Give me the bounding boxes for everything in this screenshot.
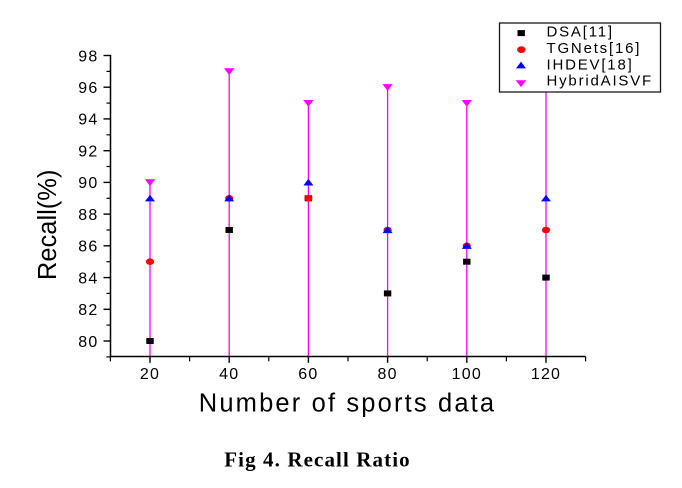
svg-text:88: 88 [78, 207, 98, 224]
svg-text:Number of sports data: Number of sports data [199, 390, 496, 418]
svg-text:98: 98 [78, 48, 98, 65]
svg-text:92: 92 [78, 144, 98, 161]
svg-text:20: 20 [140, 366, 160, 383]
svg-text:Fig 4. Recall Ratio: Fig 4. Recall Ratio [224, 448, 411, 472]
svg-text:IHDEV[18]: IHDEV[18] [547, 56, 634, 73]
svg-text:TGNets[16]: TGNets[16] [547, 40, 642, 57]
svg-text:94: 94 [78, 112, 98, 129]
svg-text:82: 82 [78, 302, 98, 319]
svg-text:86: 86 [78, 239, 98, 256]
svg-text:100: 100 [452, 366, 482, 383]
svg-text:120: 120 [531, 366, 561, 383]
svg-text:40: 40 [219, 366, 239, 383]
svg-text:84: 84 [78, 270, 98, 287]
svg-text:HybridAISVF: HybridAISVF [547, 73, 654, 90]
svg-text:80: 80 [377, 366, 397, 383]
svg-text:90: 90 [78, 175, 98, 192]
svg-text:80: 80 [78, 334, 98, 351]
svg-text:96: 96 [78, 80, 98, 97]
svg-text:DSA[11]: DSA[11] [547, 24, 614, 41]
svg-text:60: 60 [298, 366, 318, 383]
svg-text:Recall(%): Recall(%) [34, 170, 62, 281]
